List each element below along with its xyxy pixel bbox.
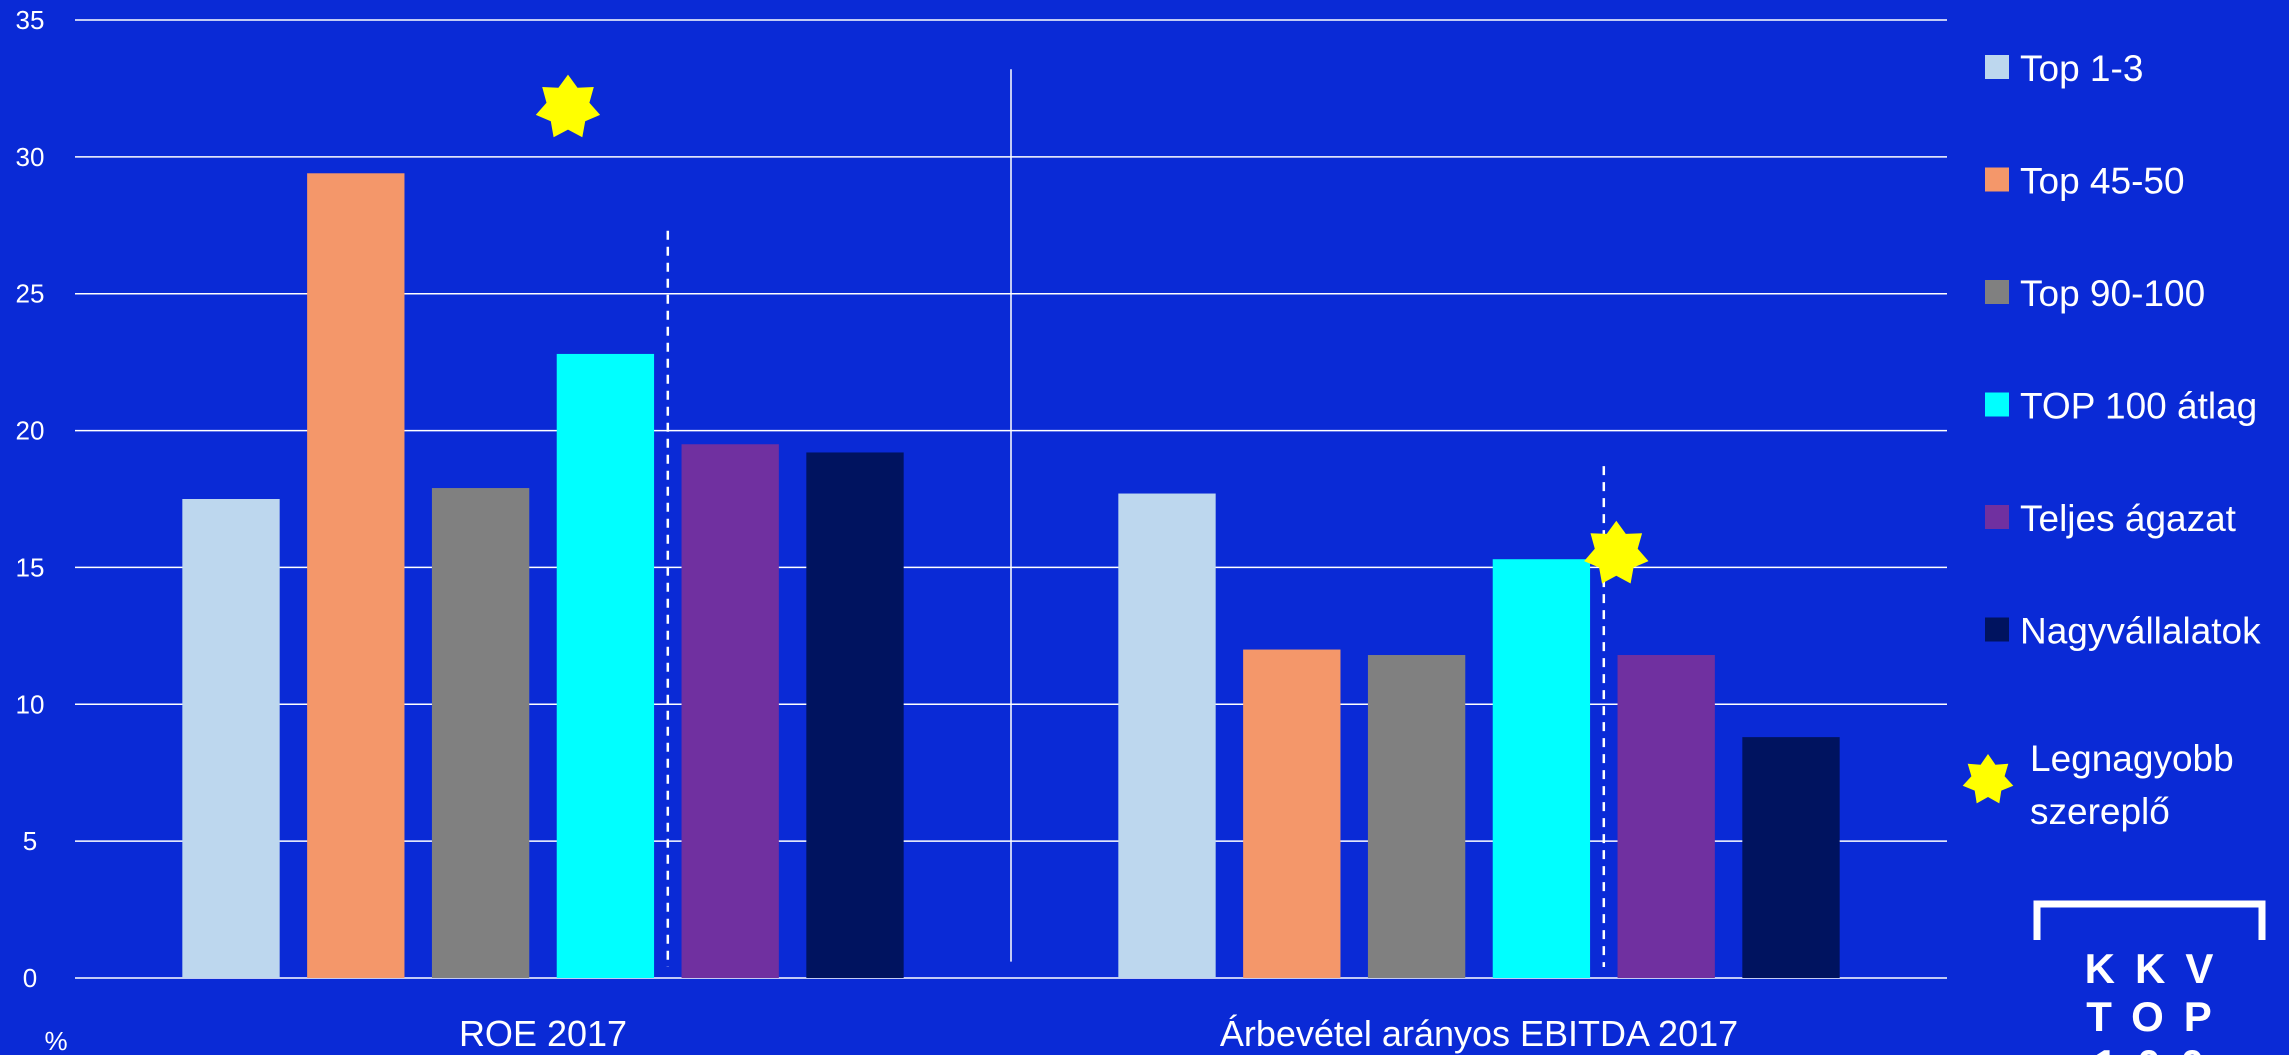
bar <box>806 452 904 978</box>
bar <box>1243 649 1341 978</box>
star-marker <box>1584 520 1649 584</box>
category-label: Árbevétel arányos EBITDA 2017 <box>1220 1013 1738 1054</box>
logo-bracket <box>2033 900 2266 940</box>
legend-label: Top 1-3 <box>2020 48 2143 89</box>
y-tick-label: 20 <box>16 416 45 446</box>
y-axis-unit: % <box>44 1026 67 1055</box>
legend-label: szereplő <box>2030 791 2170 832</box>
legend-label: Teljes ágazat <box>2020 498 2237 539</box>
legend: Top 1-3 Top 45-50 Top 90-100 TOP 100 átlag T… <box>1962 48 2261 832</box>
largest-player-markers <box>535 74 1649 584</box>
legend-star-icon <box>1962 754 2014 804</box>
bar <box>681 444 779 978</box>
star-marker <box>535 74 601 138</box>
legend-swatch <box>1985 617 2009 642</box>
bar <box>1742 737 1840 978</box>
legend-label: Top 45-50 <box>2020 161 2185 202</box>
legend-swatch <box>1985 167 2009 192</box>
bar <box>1492 559 1591 978</box>
y-tick-label: 35 <box>16 5 45 35</box>
y-tick-label: 0 <box>23 963 37 993</box>
legend-label: Legnagyobb <box>2030 738 2234 779</box>
bar <box>1367 655 1466 978</box>
logo-text: KKV <box>2085 945 2234 992</box>
y-axis-ticks: 0 5 10 15 20 25 30 35 <box>16 5 45 993</box>
legend-swatch <box>1985 280 2009 304</box>
category-label: ROE 2017 <box>459 1013 627 1054</box>
bars <box>182 173 1840 979</box>
legend-swatch <box>1985 55 2009 79</box>
bar <box>1118 493 1216 978</box>
category-labels: ROE 2017 Árbevétel arányos EBITDA 2017 <box>459 1013 1738 1054</box>
bar <box>1617 655 1715 978</box>
logo-text: TOP <box>2086 993 2232 1040</box>
y-tick-label: 25 <box>16 279 45 309</box>
legend-label: TOP 100 átlag <box>2020 386 2257 427</box>
legend-swatch <box>1985 505 2009 529</box>
logo-text: 100 <box>2094 1041 2224 1055</box>
bar <box>307 173 405 978</box>
legend-swatch <box>1985 392 2009 417</box>
y-tick-label: 5 <box>23 826 37 856</box>
y-tick-label: 10 <box>16 689 45 719</box>
legend-label: Top 90-100 <box>2020 273 2205 314</box>
bar <box>431 488 530 978</box>
bar <box>182 499 280 978</box>
y-tick-label: 30 <box>16 142 45 172</box>
legend-label: Nagyvállalatok <box>2020 611 2261 652</box>
kkv-top100-logo: KKVTOP100 <box>2033 900 2266 1055</box>
y-tick-label: 15 <box>16 552 45 582</box>
bar <box>556 353 655 979</box>
